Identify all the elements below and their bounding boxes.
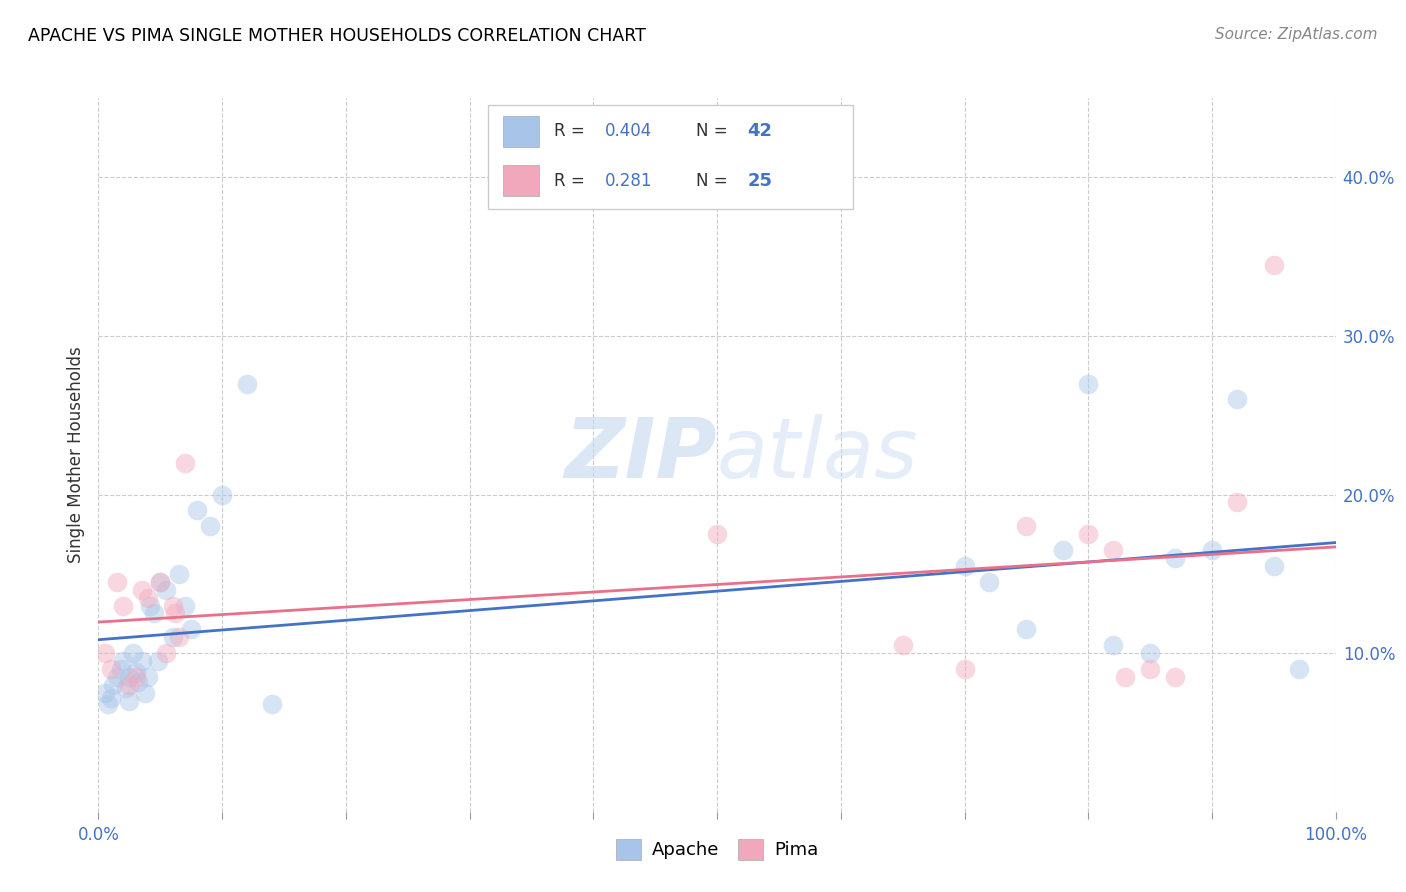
Point [155, 646, 177, 660]
Point [136, 591, 159, 605]
Point [162, 599, 184, 613]
Point [93, 646, 115, 660]
Point [100, 662, 122, 676]
Point [1288, 662, 1310, 676]
Point [124, 665, 146, 680]
Point [149, 574, 172, 589]
Point [97, 697, 120, 711]
Point [134, 686, 156, 700]
Point [155, 582, 177, 597]
Point [891, 638, 914, 652]
Point [167, 630, 190, 644]
Point [118, 678, 141, 692]
Point [953, 558, 976, 573]
Point [186, 503, 208, 517]
Point [1139, 662, 1161, 676]
Point [1052, 543, 1074, 558]
Text: ZIP: ZIP [564, 415, 717, 495]
Point [1226, 392, 1249, 407]
Point [118, 694, 141, 708]
Point [1077, 527, 1099, 541]
Text: Source: ZipAtlas.com: Source: ZipAtlas.com [1215, 27, 1378, 42]
Point [180, 623, 202, 637]
Point [198, 519, 221, 533]
Point [165, 607, 187, 621]
Point [1139, 646, 1161, 660]
Point [1015, 519, 1038, 533]
Point [124, 670, 146, 684]
Point [118, 670, 141, 684]
Text: APACHE VS PIMA SINGLE MOTHER HOUSEHOLDS CORRELATION CHART: APACHE VS PIMA SINGLE MOTHER HOUSEHOLDS … [28, 27, 645, 45]
Point [174, 456, 197, 470]
Point [174, 599, 197, 613]
Point [1164, 670, 1187, 684]
Point [1201, 543, 1223, 558]
Point [127, 674, 149, 689]
Point [146, 654, 169, 668]
Point [105, 574, 128, 589]
Point [1226, 495, 1249, 509]
Point [1263, 258, 1285, 272]
Point [114, 681, 136, 695]
Point [1102, 638, 1125, 652]
Point [1015, 623, 1038, 637]
Point [162, 630, 184, 644]
Point [211, 487, 233, 501]
Point [112, 599, 135, 613]
Point [1114, 670, 1136, 684]
Point [112, 654, 135, 668]
Point [131, 582, 153, 597]
Point [103, 678, 125, 692]
Point [1077, 376, 1099, 391]
Point [979, 574, 1001, 589]
Point [122, 646, 145, 660]
Point [110, 662, 132, 676]
Point [1102, 543, 1125, 558]
Point [100, 690, 122, 705]
Point [139, 599, 162, 613]
Point [143, 607, 166, 621]
Point [260, 697, 283, 711]
Y-axis label: Single Mother Households: Single Mother Households [66, 347, 84, 563]
Point [131, 654, 153, 668]
Point [1263, 558, 1285, 573]
Point [236, 376, 259, 391]
Point [706, 527, 728, 541]
Point [167, 566, 190, 581]
Point [136, 670, 159, 684]
Point [953, 662, 976, 676]
Point [1164, 551, 1187, 566]
Point [149, 574, 172, 589]
Point [93, 686, 115, 700]
Legend: Apache, Pima: Apache, Pima [609, 831, 825, 867]
Point [105, 670, 128, 684]
Text: atlas: atlas [717, 415, 918, 495]
